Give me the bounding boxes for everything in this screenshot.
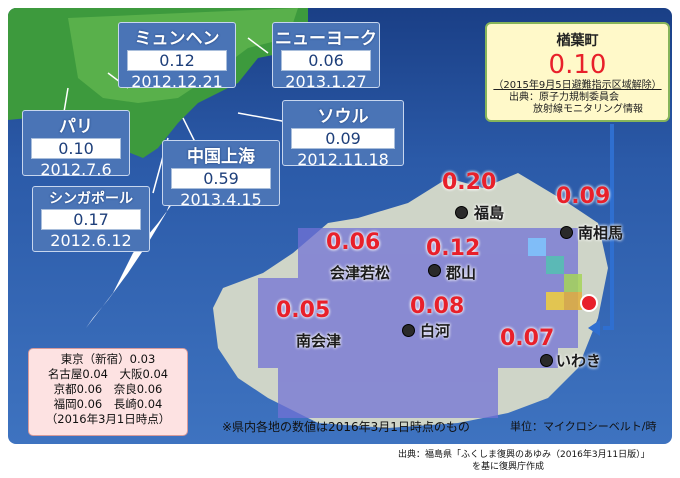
city-date: 2012.11.18: [297, 150, 389, 169]
naraha-source-2: 放射線モニタリング情報: [533, 104, 643, 115]
radiation-grid: [258, 228, 578, 418]
koriyama-label: 郡山: [446, 264, 477, 282]
naraha-source-1: 出典：原子力規制委員会: [509, 92, 619, 103]
city-name: シンガポール: [49, 191, 133, 207]
city-date: 2012.6.12: [50, 231, 132, 250]
naraha-note: （2015年9月5日避難指示区域解除）: [493, 80, 662, 91]
koriyama-value: 0.12: [426, 236, 481, 261]
minamisoma-value: 0.09: [556, 184, 611, 209]
callout-seoul: ソウル 0.09 2012.11.18: [282, 100, 404, 169]
minamisoma-dot: [560, 226, 573, 239]
fukushima-dot: [455, 206, 468, 219]
iwaki-value: 0.07: [500, 326, 555, 351]
iwaki-dot: [540, 354, 553, 367]
shirakawa-label: 白河: [420, 322, 451, 340]
city-date: 2013.1.27: [285, 72, 367, 91]
minamiaizu-label: 南会津: [296, 332, 342, 350]
city-date: 2012.7.6: [40, 160, 112, 179]
naraha-value: 0.10: [548, 50, 607, 80]
city-name: ニューヨーク: [275, 29, 377, 49]
naraha-title: 楢葉町: [556, 33, 599, 49]
plant-marker: [580, 294, 598, 312]
japan-cities-box: 東京（新宿）0.03 名古屋0.04 大阪0.04 京都0.06 奈良0.06 …: [28, 348, 188, 436]
callout-shanghai: 中国上海 0.59 2013.4.15: [162, 140, 280, 209]
city-value: 0.06: [281, 50, 371, 71]
shirakawa-dot: [402, 324, 415, 337]
city-value: 0.59: [171, 168, 271, 189]
japan-line-4: 福岡0.06 長崎0.04: [53, 397, 163, 411]
japan-line-1: 東京（新宿）0.03: [60, 352, 156, 366]
city-date: 2012.12.21: [131, 72, 223, 91]
iwaki-label: いわき: [556, 352, 602, 370]
minamisoma-label: 南相馬: [578, 224, 624, 242]
city-name: 中国上海: [187, 147, 255, 167]
leader-newyork: [247, 37, 269, 54]
japan-line-5: （2016年3月1日時点）: [45, 412, 171, 426]
aizuwakamatsu-label: 会津若松: [330, 264, 391, 282]
naraha-box: 楢葉町 0.10 （2015年9月5日避難指示区域解除） 出典：原子力規制委員会…: [485, 22, 670, 122]
city-value: 0.12: [127, 50, 227, 71]
city-value: 0.17: [41, 209, 141, 230]
source-note-2: を基に復興庁作成: [472, 462, 545, 472]
callout-paris: パリ 0.10 2012.7.6: [22, 110, 130, 179]
date-note: ※県内各地の数値は2016年3月1日時点のもの: [222, 420, 470, 434]
japan-islands: [86, 183, 178, 328]
fukushima-label: 福島: [474, 204, 505, 222]
aizuwakamatsu-value: 0.06: [326, 230, 381, 255]
japan-line-3: 京都0.06 奈良0.06: [53, 382, 163, 396]
city-name: ミュンヘン: [134, 29, 220, 49]
source-note-1: 出典：福島県「ふくしま復興のあゆみ（2016年3月11日版）」: [398, 450, 650, 460]
hotspot-cells: [528, 238, 582, 310]
japan-line-2: 名古屋0.04 大阪0.04: [47, 367, 169, 381]
unit-note: 単位：マイクロシーベルト/時: [510, 420, 657, 433]
shirakawa-value: 0.08: [410, 294, 465, 319]
city-date: 2013.4.15: [180, 190, 262, 209]
city-value: 0.10: [31, 138, 121, 159]
minamiaizu-value: 0.05: [276, 298, 331, 323]
callout-singapore: シンガポール 0.17 2012.6.12: [32, 186, 150, 252]
pointer-arrow: [603, 124, 614, 330]
pointer-arrowhead: [588, 320, 600, 336]
city-name: ソウル: [317, 107, 369, 127]
callout-munich: ミュンヘン 0.12 2012.12.21: [118, 22, 236, 91]
city-name: パリ: [59, 117, 93, 137]
fukushima-value: 0.20: [442, 170, 497, 195]
callout-newyork: ニューヨーク 0.06 2013.1.27: [272, 22, 380, 91]
city-value: 0.09: [291, 128, 395, 149]
koriyama-dot: [428, 264, 441, 277]
